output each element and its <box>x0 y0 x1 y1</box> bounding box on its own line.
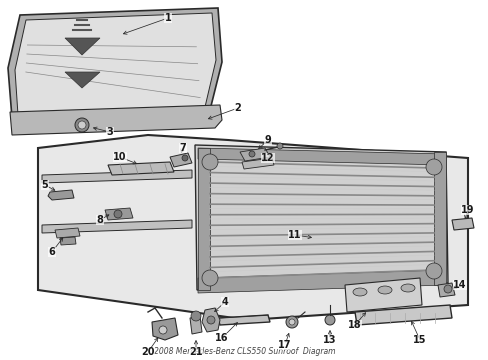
Circle shape <box>248 151 254 157</box>
Text: 2: 2 <box>234 103 241 113</box>
Text: 9: 9 <box>264 135 271 145</box>
Text: 1: 1 <box>164 13 171 23</box>
Text: 4: 4 <box>221 297 228 307</box>
Text: 11: 11 <box>287 230 301 240</box>
Text: 15: 15 <box>412 335 426 345</box>
Text: 18: 18 <box>347 320 361 330</box>
Circle shape <box>425 159 441 175</box>
Text: 16: 16 <box>215 333 228 343</box>
Text: 21: 21 <box>189 347 203 357</box>
Polygon shape <box>354 305 451 325</box>
Polygon shape <box>202 308 220 332</box>
Circle shape <box>202 154 218 170</box>
Polygon shape <box>437 283 454 297</box>
Text: 8: 8 <box>96 215 103 225</box>
Circle shape <box>75 118 89 132</box>
Text: 17: 17 <box>278 340 291 350</box>
Polygon shape <box>242 158 273 169</box>
Circle shape <box>182 155 187 161</box>
Polygon shape <box>451 218 473 230</box>
Polygon shape <box>433 152 445 285</box>
Circle shape <box>425 263 441 279</box>
Polygon shape <box>55 228 80 238</box>
Circle shape <box>206 316 215 324</box>
Text: 3: 3 <box>106 127 113 137</box>
Polygon shape <box>105 208 133 220</box>
Polygon shape <box>198 148 444 165</box>
Polygon shape <box>42 170 192 183</box>
Text: 19: 19 <box>460 205 474 215</box>
Polygon shape <box>152 318 178 340</box>
Circle shape <box>325 315 334 325</box>
Circle shape <box>285 316 297 328</box>
Polygon shape <box>108 162 174 175</box>
Text: 5: 5 <box>41 180 48 190</box>
Circle shape <box>276 143 283 149</box>
Polygon shape <box>198 148 209 290</box>
Circle shape <box>114 210 122 218</box>
Polygon shape <box>65 72 100 88</box>
Ellipse shape <box>400 284 414 292</box>
Ellipse shape <box>352 288 366 296</box>
Polygon shape <box>345 278 421 312</box>
Text: 6: 6 <box>48 247 55 257</box>
Polygon shape <box>240 148 269 161</box>
Polygon shape <box>38 135 467 320</box>
Circle shape <box>202 270 218 286</box>
Circle shape <box>288 319 294 325</box>
Circle shape <box>443 285 451 293</box>
Polygon shape <box>170 153 192 167</box>
Circle shape <box>159 326 167 334</box>
Polygon shape <box>42 220 192 233</box>
Text: 12: 12 <box>261 153 274 163</box>
Polygon shape <box>195 145 447 290</box>
Text: 2008 Mercedes-Benz CLS550 Sunroof  Diagram: 2008 Mercedes-Benz CLS550 Sunroof Diagra… <box>153 347 335 356</box>
Polygon shape <box>60 237 76 245</box>
Text: 20: 20 <box>141 347 154 357</box>
Text: 14: 14 <box>452 280 466 290</box>
Circle shape <box>78 121 86 129</box>
Text: 10: 10 <box>113 152 126 162</box>
Polygon shape <box>8 8 222 118</box>
Polygon shape <box>218 315 269 325</box>
Polygon shape <box>48 190 74 200</box>
Text: 13: 13 <box>323 335 336 345</box>
Ellipse shape <box>377 286 391 294</box>
Polygon shape <box>190 316 202 334</box>
Polygon shape <box>10 105 222 135</box>
Polygon shape <box>65 38 100 55</box>
Circle shape <box>191 311 201 321</box>
Text: 7: 7 <box>179 143 186 153</box>
Polygon shape <box>15 13 216 115</box>
Polygon shape <box>198 270 444 293</box>
